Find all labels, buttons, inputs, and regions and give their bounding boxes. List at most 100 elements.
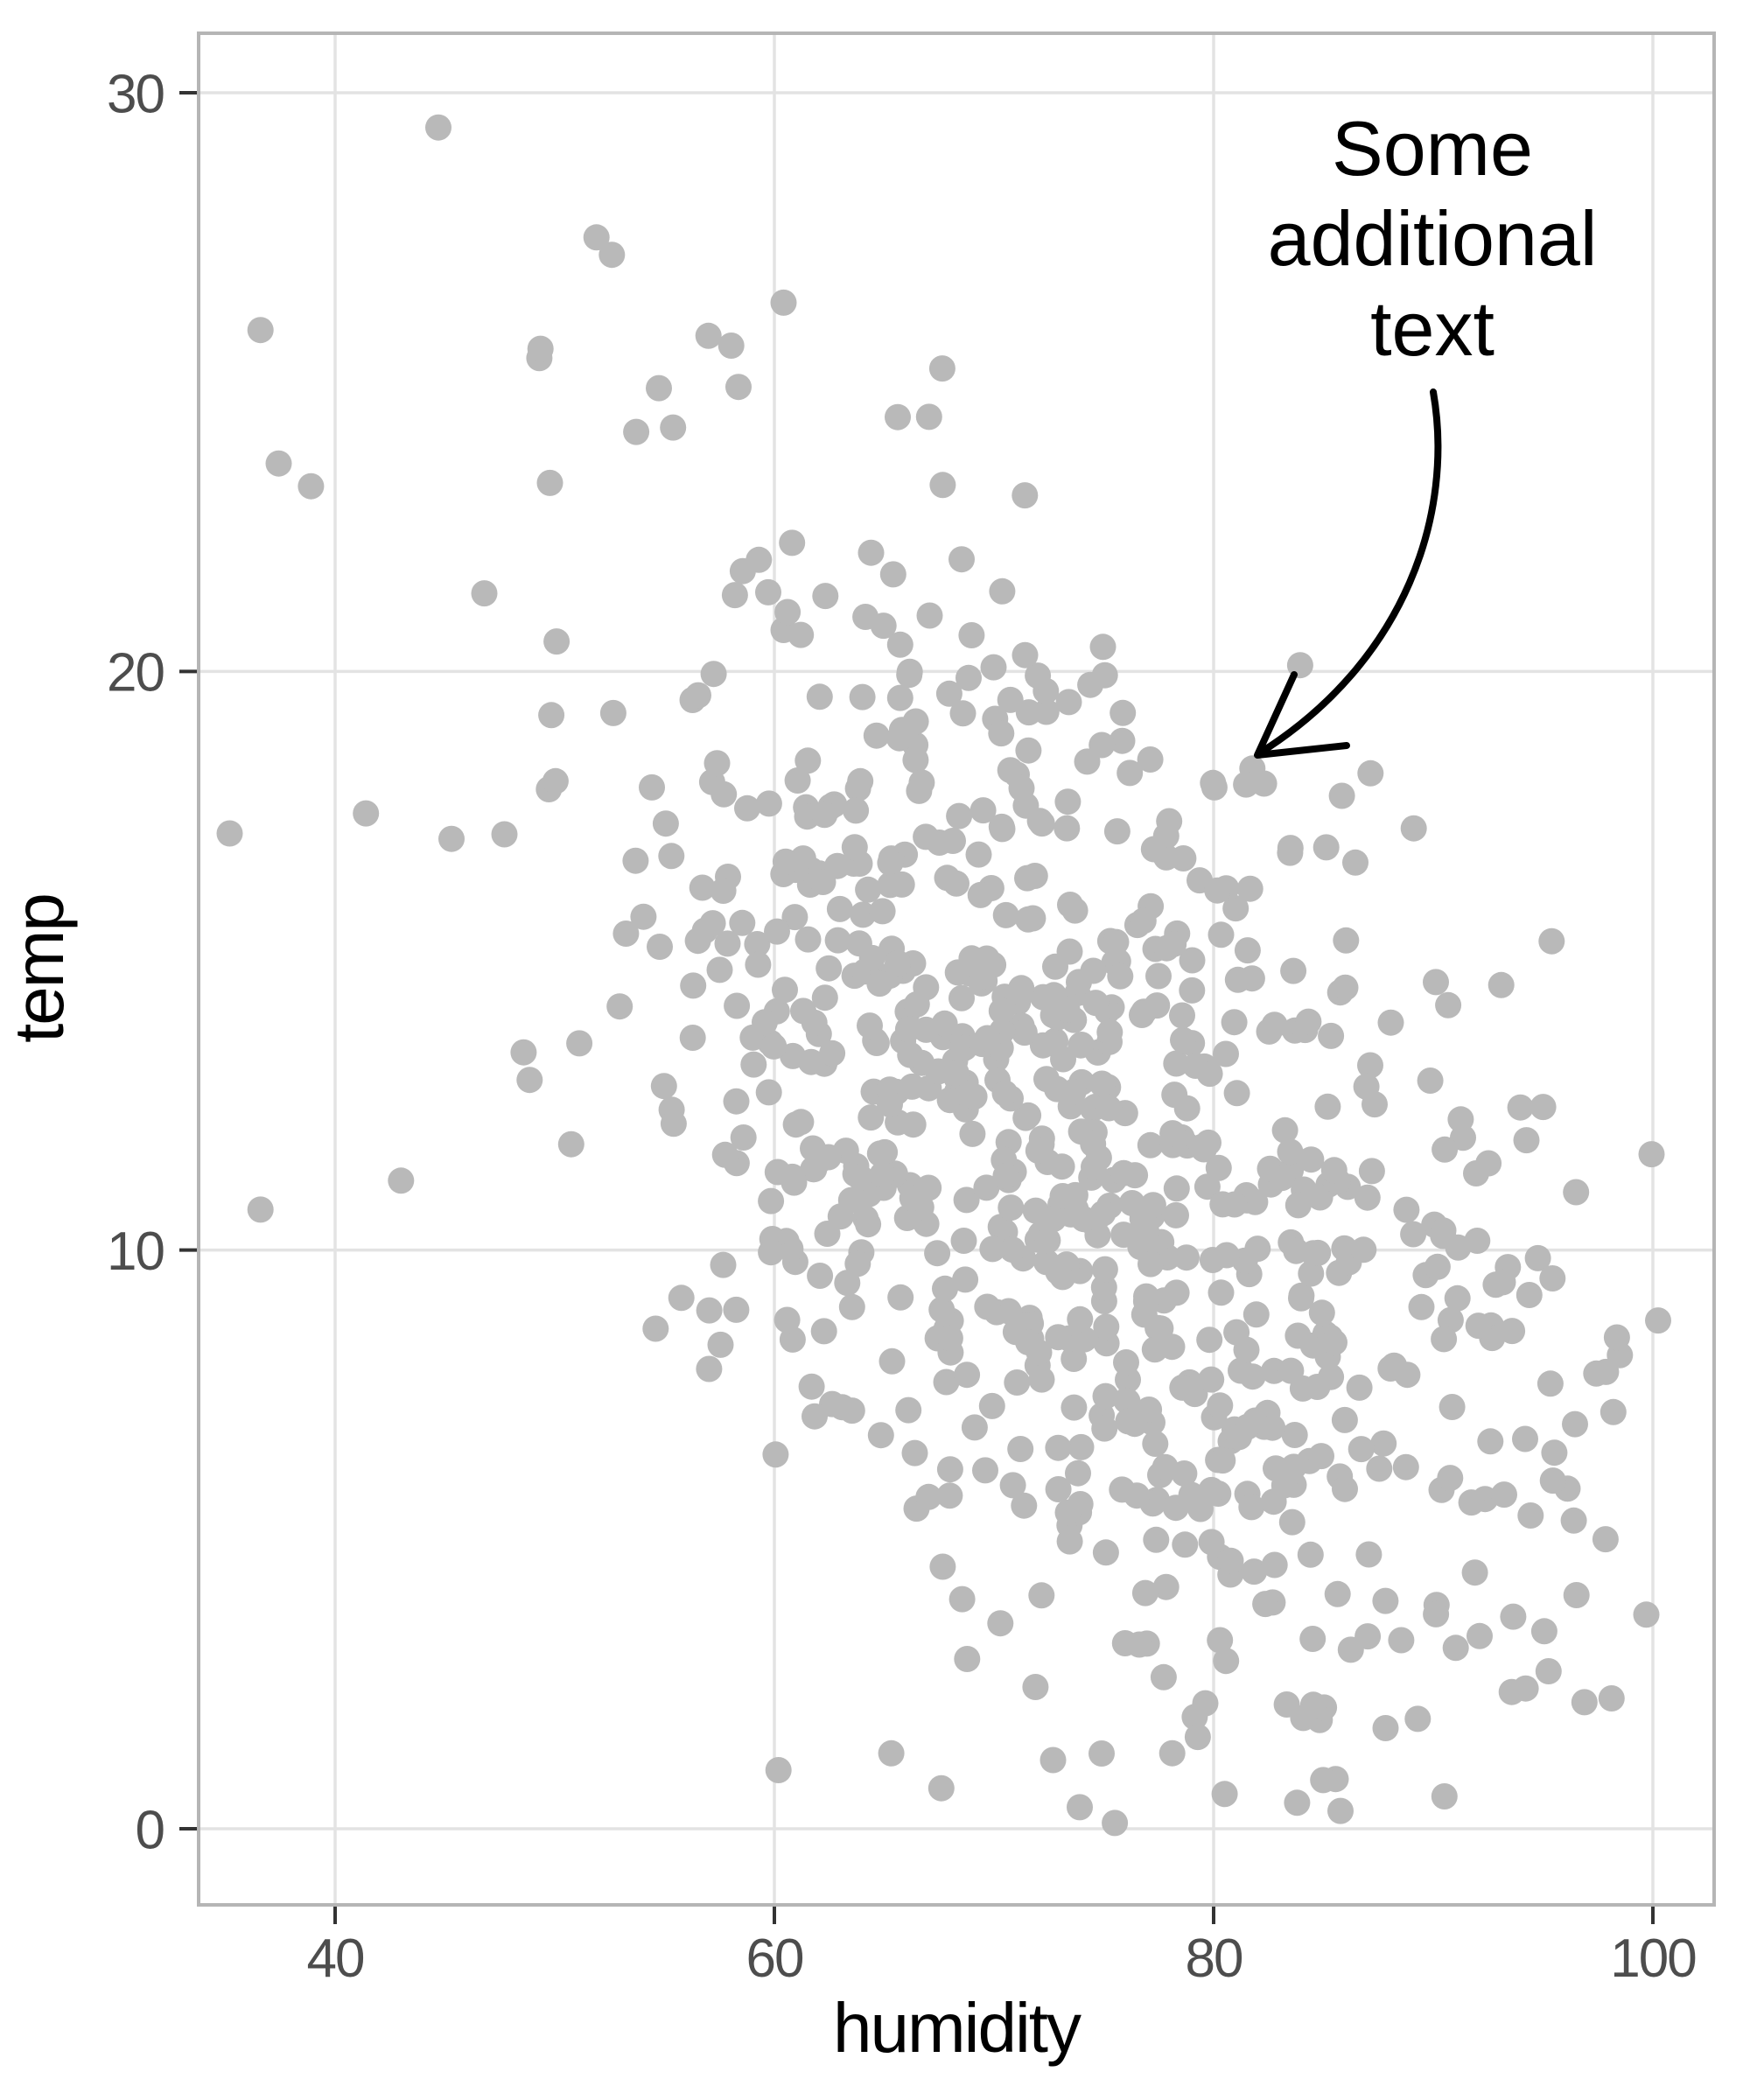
scatter-point <box>1207 1392 1234 1419</box>
scatter-point <box>1603 1324 1630 1351</box>
scatter-point <box>902 746 929 774</box>
scatter-point <box>566 1030 593 1057</box>
scatter-point <box>298 472 325 500</box>
scatter-point <box>755 578 781 606</box>
scatter-point <box>1081 1153 1107 1180</box>
scatter-point <box>723 1088 750 1115</box>
scatter-point <box>1284 1789 1311 1816</box>
scatter-point <box>696 1355 723 1382</box>
axis-tick-marks <box>179 91 1655 1924</box>
scatter-point <box>1563 1582 1590 1608</box>
scatter-point <box>1404 1705 1432 1732</box>
scatter-point <box>1239 1363 1266 1390</box>
scatter-point <box>1139 1192 1166 1219</box>
scatter-point <box>888 871 915 898</box>
scatter-point <box>949 700 976 727</box>
scatter-point <box>1198 1366 1225 1393</box>
scatter-point <box>1327 1797 1354 1824</box>
scatter-point <box>1392 1453 1419 1480</box>
scatter-point <box>1539 1467 1566 1494</box>
scatter-point <box>959 1120 986 1147</box>
scatter-point <box>265 450 292 477</box>
scatter-point <box>929 472 956 499</box>
scatter-point <box>1308 1443 1334 1470</box>
scatter-point <box>973 1174 1000 1201</box>
scatter-point <box>1321 1329 1348 1356</box>
scatter-point <box>1122 1162 1149 1189</box>
scatter-point <box>1026 1339 1053 1366</box>
scatter-point <box>527 335 554 362</box>
scatter-point <box>1308 1299 1335 1326</box>
scatter-point <box>1489 1269 1516 1296</box>
scatter-point <box>647 934 673 960</box>
scatter-point <box>1516 1282 1543 1308</box>
scatter-point <box>1324 1580 1351 1607</box>
scatter-point <box>1091 1415 1118 1442</box>
scatter-point <box>935 680 962 707</box>
scatter-point <box>1278 1357 1305 1384</box>
scatter-point <box>1598 1685 1625 1712</box>
scatter-point <box>1082 990 1110 1017</box>
scatter-point <box>1074 748 1101 775</box>
x-tick-labels: 40 60 80 100 <box>307 1928 1698 1989</box>
scatter-point <box>1393 1196 1420 1223</box>
scatter-point <box>936 1482 963 1509</box>
scatter-point <box>630 903 657 930</box>
scatter-point <box>954 1362 981 1389</box>
scatter-point <box>863 722 890 749</box>
scatter-point <box>724 992 751 1019</box>
scatter-point <box>1242 1301 1270 1328</box>
scatter-point <box>1152 1573 1180 1600</box>
scatter-point <box>1015 737 1042 764</box>
scatter-point <box>710 878 737 904</box>
scatter-point <box>1092 1382 1119 1410</box>
scatter-point <box>781 904 808 931</box>
scatter-point <box>1179 976 1206 1004</box>
scatter-point <box>1150 1663 1177 1690</box>
scatter-point <box>989 578 1016 605</box>
scatter-point <box>1045 1476 1072 1502</box>
scatter-point <box>216 820 243 847</box>
scatter-point <box>895 1396 922 1424</box>
scatter-point <box>1096 1095 1123 1122</box>
scatter-point <box>928 1296 956 1323</box>
scatter-point <box>1045 1434 1072 1461</box>
scatter-point <box>788 1109 815 1136</box>
scatter-point <box>886 724 913 752</box>
scatter-point <box>974 1025 1001 1052</box>
y-tick-label: 0 <box>136 1800 164 1860</box>
scatter-point <box>1143 1526 1170 1553</box>
scatter-point <box>1124 1482 1151 1509</box>
scatter-point <box>606 993 634 1020</box>
scatter-point <box>1372 1587 1399 1614</box>
scatter-point <box>612 920 640 947</box>
scatter-point <box>885 949 911 976</box>
scatter-point <box>1209 1447 1236 1474</box>
scatter-point <box>1021 863 1048 889</box>
scatter-point <box>247 317 274 344</box>
scatter-point <box>961 1414 988 1441</box>
x-axis-title: humidity <box>833 1989 1082 2067</box>
scatter-point <box>1331 1406 1358 1433</box>
scatter-point <box>760 1032 788 1060</box>
scatter-point <box>1366 1455 1393 1482</box>
scatter-point <box>1357 760 1384 787</box>
scatter-point <box>948 1586 976 1613</box>
scatter-point <box>1571 1689 1598 1716</box>
scatter-point <box>1295 1008 1322 1035</box>
scatter-point <box>685 682 711 709</box>
scatter-point <box>491 821 518 848</box>
scatter-point <box>1204 877 1231 904</box>
scatter-point <box>1088 1070 1116 1097</box>
scatter-point <box>1205 1154 1232 1181</box>
scatter-point <box>762 1441 789 1468</box>
y-tick-label: 20 <box>107 643 164 704</box>
scatter-point <box>802 1403 828 1430</box>
scatter-point <box>1060 1079 1087 1105</box>
scatter-point <box>1208 1279 1235 1306</box>
scatter-point <box>1115 1408 1142 1435</box>
scatter-point <box>1060 1394 1088 1421</box>
scatter-point <box>916 602 943 629</box>
scatter-point <box>695 322 722 349</box>
scatter-point <box>679 1025 706 1051</box>
